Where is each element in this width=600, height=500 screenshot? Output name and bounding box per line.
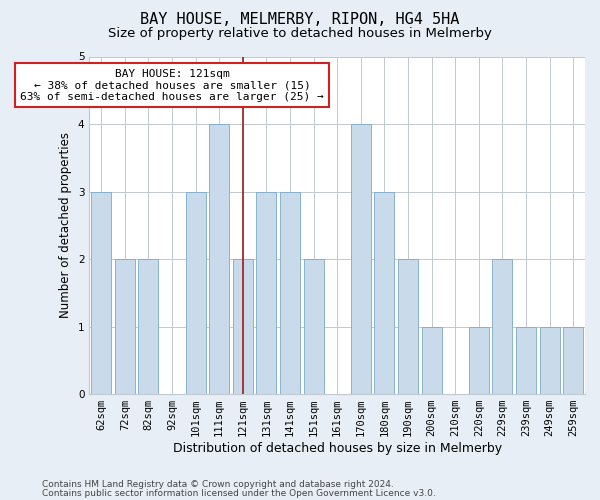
Text: Contains public sector information licensed under the Open Government Licence v3: Contains public sector information licen… xyxy=(42,489,436,498)
Text: BAY HOUSE, MELMERBY, RIPON, HG4 5HA: BAY HOUSE, MELMERBY, RIPON, HG4 5HA xyxy=(140,12,460,28)
X-axis label: Distribution of detached houses by size in Melmerby: Distribution of detached houses by size … xyxy=(173,442,502,455)
Bar xyxy=(563,326,583,394)
Bar xyxy=(398,259,418,394)
Bar xyxy=(91,192,111,394)
Bar xyxy=(233,259,253,394)
Bar xyxy=(115,259,135,394)
Text: Contains HM Land Registry data © Crown copyright and database right 2024.: Contains HM Land Registry data © Crown c… xyxy=(42,480,394,489)
Text: BAY HOUSE: 121sqm
← 38% of detached houses are smaller (15)
63% of semi-detached: BAY HOUSE: 121sqm ← 38% of detached hous… xyxy=(20,68,324,102)
Bar xyxy=(351,124,371,394)
Bar xyxy=(422,326,442,394)
Text: Size of property relative to detached houses in Melmerby: Size of property relative to detached ho… xyxy=(108,28,492,40)
Bar xyxy=(469,326,489,394)
Bar xyxy=(493,259,512,394)
Bar xyxy=(539,326,560,394)
Y-axis label: Number of detached properties: Number of detached properties xyxy=(59,132,73,318)
Bar xyxy=(280,192,300,394)
Bar xyxy=(209,124,229,394)
Bar xyxy=(374,192,394,394)
Bar xyxy=(185,192,206,394)
Bar xyxy=(516,326,536,394)
Bar xyxy=(256,192,277,394)
Bar xyxy=(139,259,158,394)
Bar xyxy=(304,259,323,394)
